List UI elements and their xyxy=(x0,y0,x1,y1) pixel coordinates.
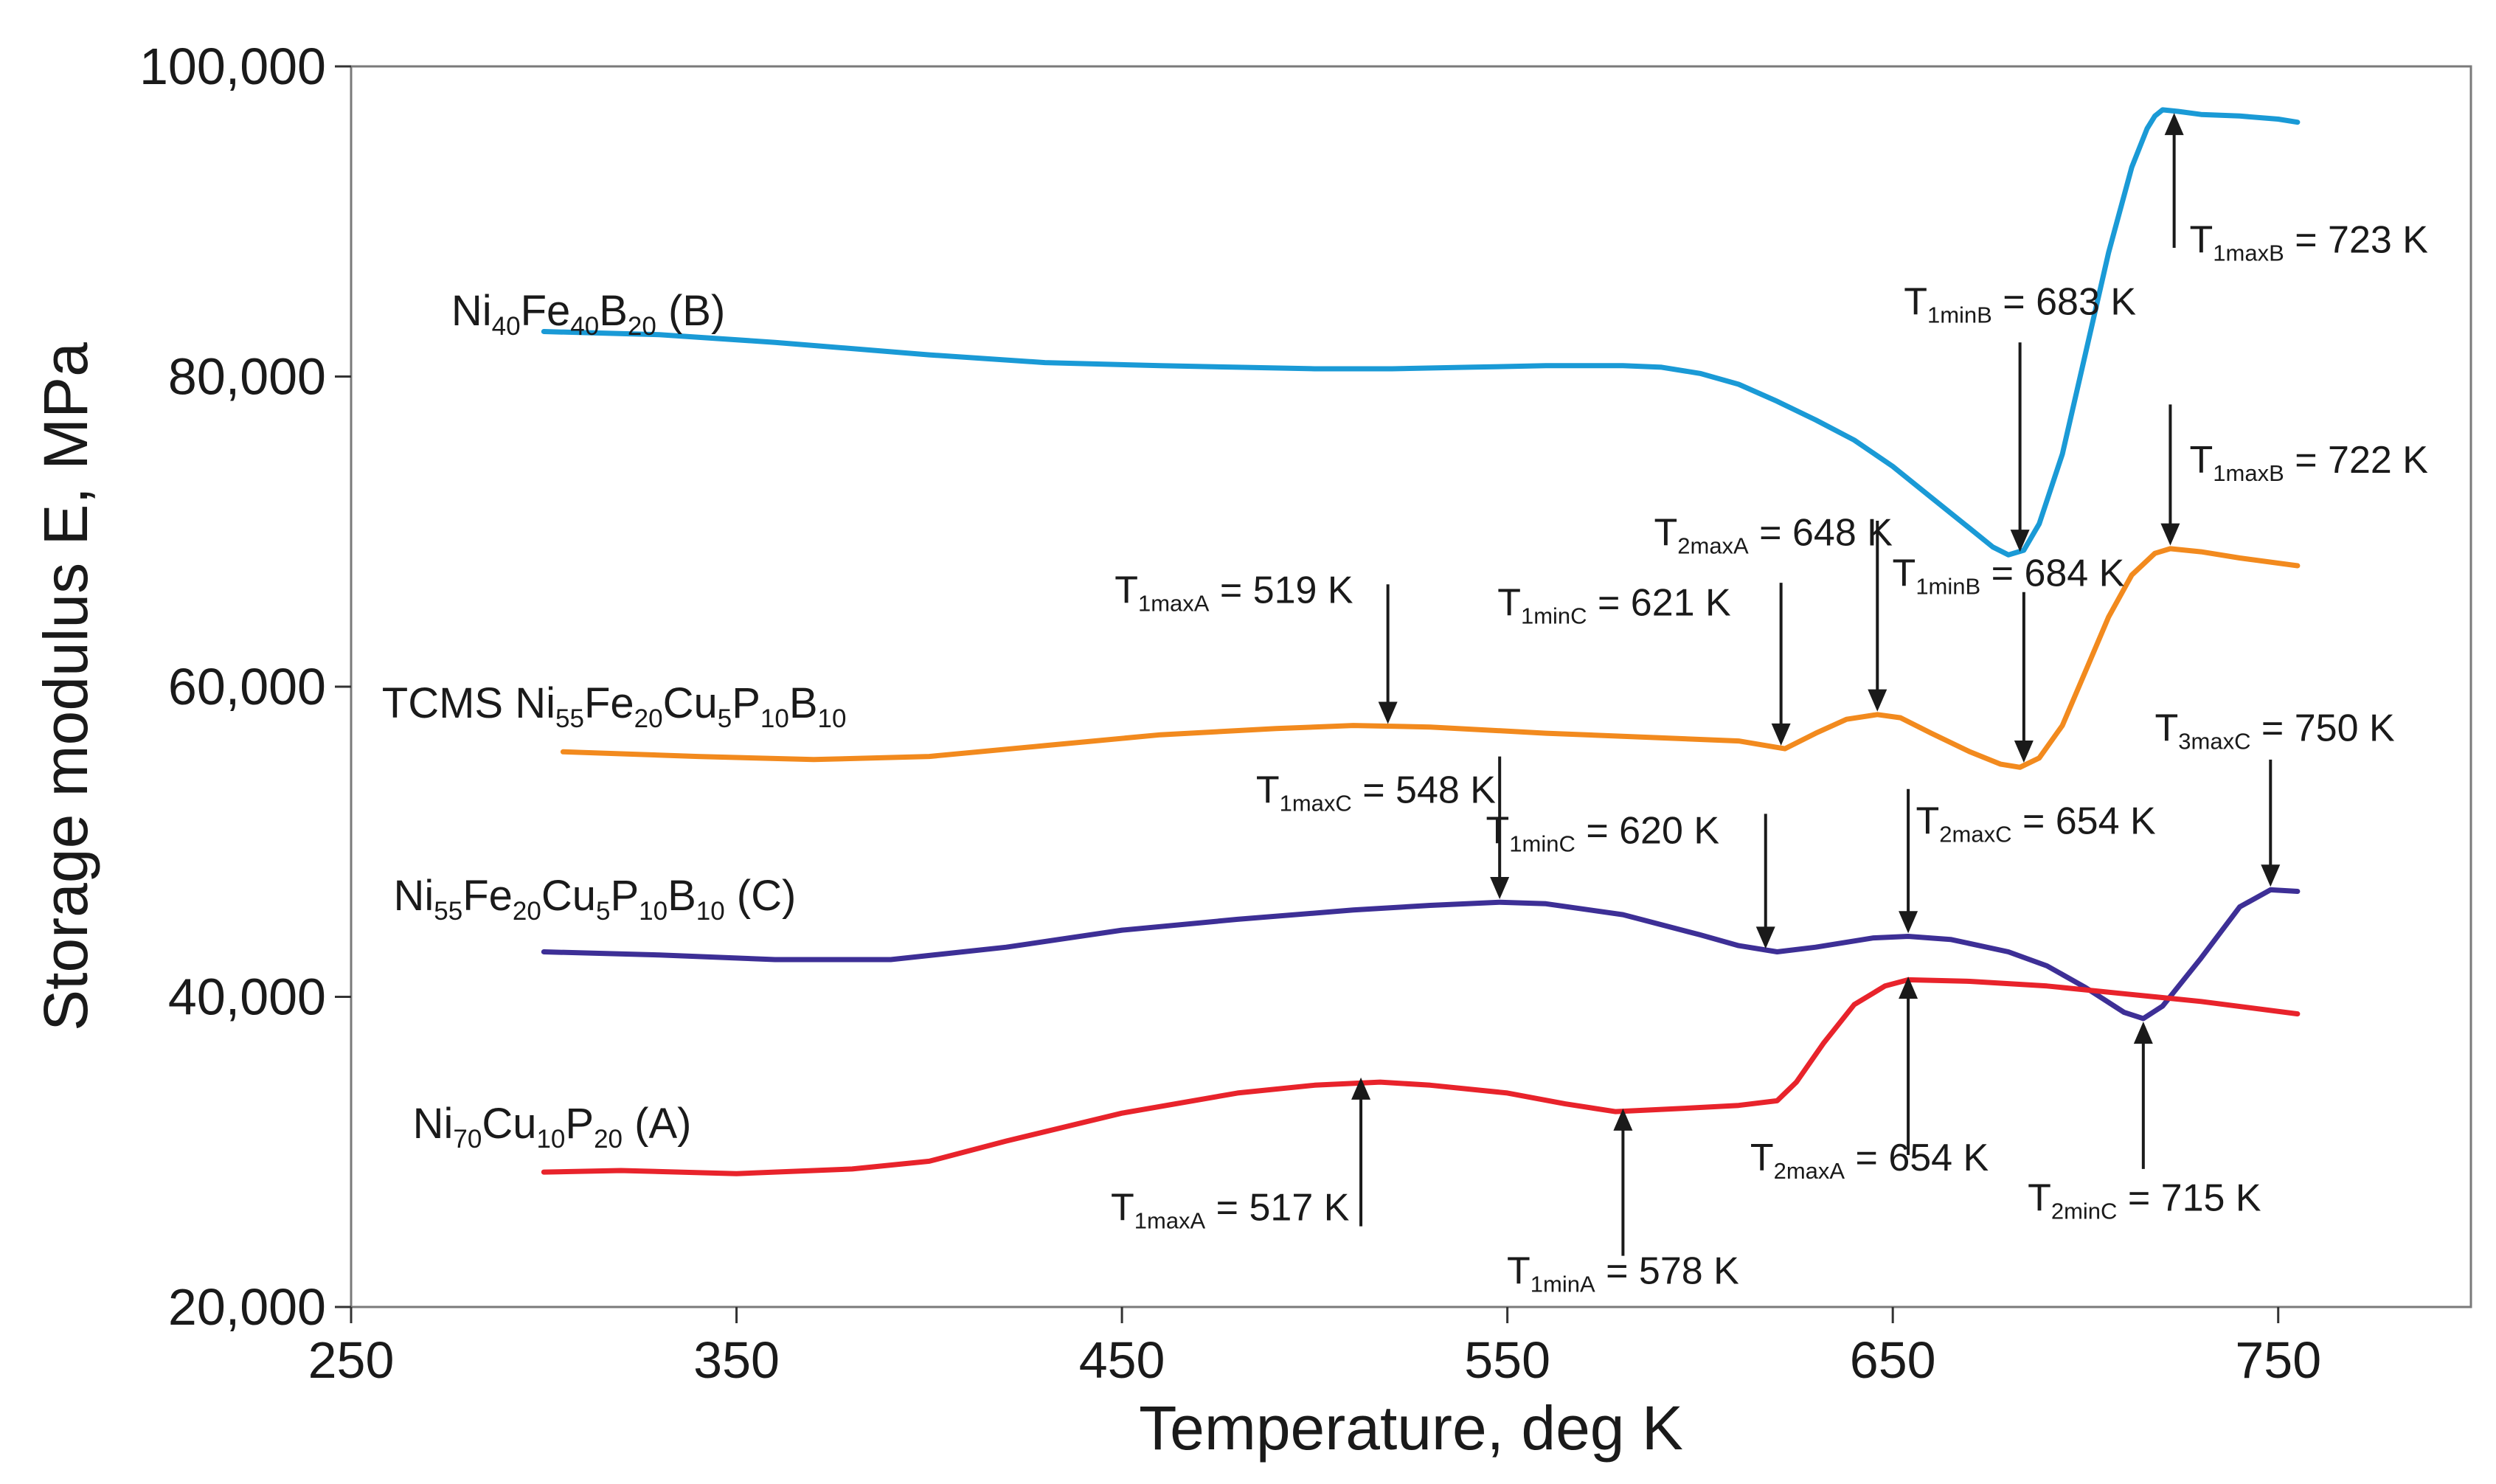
x-tick-label: 550 xyxy=(1464,1331,1550,1389)
annotation-arrowhead xyxy=(2164,113,2184,136)
annotation-arrowhead xyxy=(2014,741,2034,763)
series-lines xyxy=(541,107,2301,1176)
annotation-label: T1maxA = 519 K xyxy=(1114,569,1353,616)
annotation-arrowhead xyxy=(1490,877,1510,900)
annotation-label: T3maxC = 750 K xyxy=(2155,707,2395,755)
x-tick-label: 350 xyxy=(693,1331,780,1389)
x-tick-label: 250 xyxy=(308,1331,395,1389)
annotation-arrowhead xyxy=(1755,926,1775,949)
annotation: T2maxA = 648 K xyxy=(1654,512,1893,712)
annotation-label: T1maxB = 723 K xyxy=(2190,218,2429,266)
annotation-label: T1minA = 578 K xyxy=(1507,1249,1739,1297)
y-tick-label: 40,000 xyxy=(168,968,326,1026)
annotation-label: T2maxA = 654 K xyxy=(1750,1137,1989,1184)
annotation: T2maxA = 654 K xyxy=(1750,977,1989,1184)
annotation-label: T2maxC = 654 K xyxy=(1916,800,2156,847)
x-tick-label: 750 xyxy=(2235,1331,2321,1389)
annotation-label: T1minB = 683 K xyxy=(1904,280,2136,327)
y-tick-label: 80,000 xyxy=(168,348,326,406)
y-tick-label: 20,000 xyxy=(168,1278,326,1336)
annotation: T1maxA = 517 K xyxy=(1111,1077,1371,1233)
annotation-arrowhead xyxy=(2261,864,2281,887)
series-label: Ni55Fe20Cu5P10B10 (C) xyxy=(393,872,796,926)
annotation: T1minC = 621 K xyxy=(1497,581,1791,746)
annotation-arrowhead xyxy=(2010,530,2030,552)
annotation: T1minB = 683 K xyxy=(1904,280,2136,552)
annotation: T1maxB = 723 K xyxy=(2164,113,2429,266)
annotation: T1maxB = 722 K xyxy=(2160,404,2429,546)
annotation: T1maxA = 519 K xyxy=(1114,569,1398,724)
annotation-label: T1minC = 620 K xyxy=(1486,809,1720,856)
annotation-arrowhead xyxy=(2133,1022,2153,1044)
annotation-arrowhead xyxy=(1378,701,1398,724)
annotation-arrowhead xyxy=(1899,977,1918,999)
series-line xyxy=(560,546,2301,770)
annotation-label: T1maxC = 548 K xyxy=(1256,769,1496,816)
y-axis-title: Storage modulus E, MPa xyxy=(31,342,100,1031)
series-line xyxy=(541,977,2301,1176)
annotation-arrowhead xyxy=(1613,1108,1633,1131)
x-tick-label: 650 xyxy=(1850,1331,1936,1389)
series-labels: Ni40Fe40B20 (B) TCMS Ni55Fe20Cu5P10B10 Ni5… xyxy=(382,287,847,1154)
annotation-arrowhead xyxy=(1771,723,1791,746)
annotation-arrowhead xyxy=(2160,523,2180,546)
x-axis-title: Temperature, deg K xyxy=(1139,1393,1683,1463)
annotation: T1minC = 620 K xyxy=(1486,809,1775,949)
annotations: T1maxB = 723 K T1minB = 683 K T1maxB = 722… xyxy=(1111,113,2428,1297)
annotation: T1maxC = 548 K xyxy=(1256,756,1510,900)
annotation: T2minC = 715 K xyxy=(2028,1022,2261,1224)
annotation-label: T2minC = 715 K xyxy=(2028,1177,2261,1224)
y-tick-label: 100,000 xyxy=(139,38,326,95)
annotation-label: T1maxA = 517 K xyxy=(1111,1186,1350,1233)
series-line xyxy=(541,107,2301,558)
y-tick-label: 60,000 xyxy=(168,658,326,715)
annotation-label: T1minB = 684 K xyxy=(1893,552,2125,599)
axis-ticks: 250 350 450 550 650 750 20,000 40,000 60,000 80,0… xyxy=(139,38,2321,1389)
series-label: Ni40Fe40B20 (B) xyxy=(451,287,725,341)
series-line xyxy=(541,887,2301,1022)
annotation-arrowhead xyxy=(1899,911,1918,934)
annotation: T3maxC = 750 K xyxy=(2155,707,2395,887)
annotation: T1minB = 684 K xyxy=(1893,552,2125,763)
annotation-label: T1minC = 621 K xyxy=(1497,581,1731,628)
x-tick-label: 450 xyxy=(1079,1331,1165,1389)
annotation-label: T1maxB = 722 K xyxy=(2190,439,2429,486)
series-label: TCMS Ni55Fe20Cu5P10B10 xyxy=(382,679,847,733)
series-label: Ni70Cu10P20 (A) xyxy=(413,1100,692,1154)
annotation: T1minA = 578 K xyxy=(1507,1108,1739,1297)
annotation-label: T2maxA = 648 K xyxy=(1654,512,1893,559)
annotation-arrowhead xyxy=(1351,1077,1371,1100)
annotation-arrowhead xyxy=(1868,689,1887,712)
annotation: T2maxC = 654 K xyxy=(1899,788,2156,934)
